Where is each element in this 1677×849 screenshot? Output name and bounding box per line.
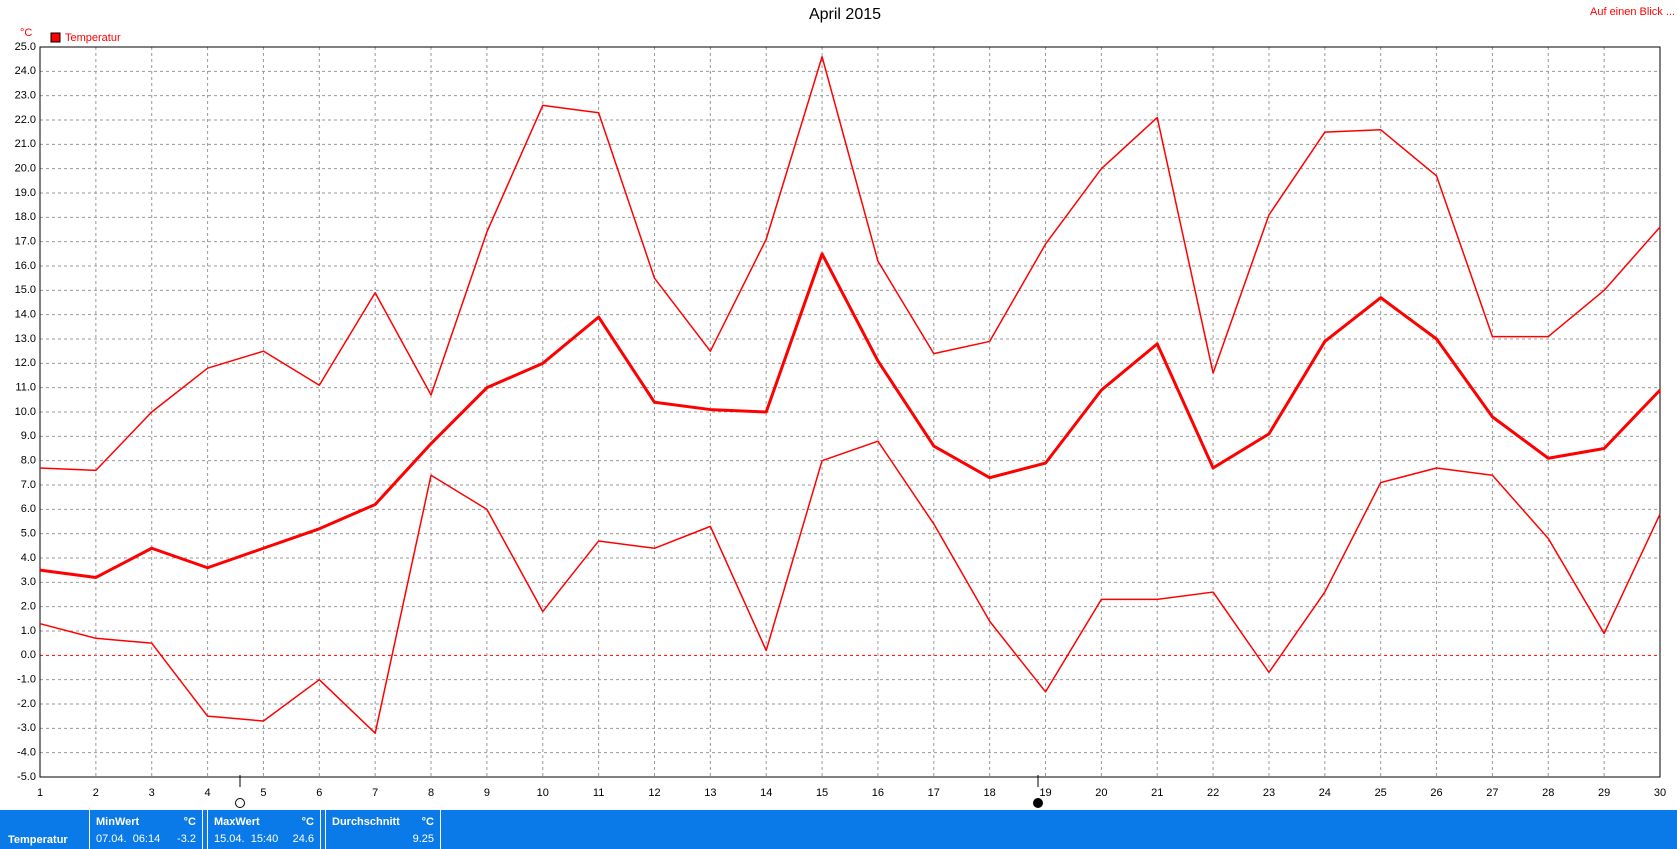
plot-frame — [39, 46, 1661, 778]
x-tick-label: 9 — [484, 787, 490, 799]
x-tick-label: 17 — [928, 787, 940, 799]
y-tick-label: 11.0 — [15, 382, 36, 394]
y-tick-label: 24.0 — [15, 65, 36, 77]
unit: °C — [421, 816, 434, 828]
footer-name: Temperatur — [8, 834, 68, 846]
y-tick-label: 13.0 — [15, 333, 36, 345]
x-tick-label: 21 — [1151, 787, 1163, 799]
temperature-line — [39, 252, 1662, 579]
y-tick-label: -4.0 — [17, 747, 36, 759]
time: 07.04. 06:14 — [96, 833, 161, 845]
y-tick-label: 17.0 — [15, 236, 36, 248]
y-tick-label: 22.0 — [15, 114, 36, 126]
y-tick-label: -3.0 — [17, 722, 36, 734]
x-tick-label: 1 — [37, 787, 43, 799]
x-tick-label: 24 — [1319, 787, 1331, 799]
y-tick-label: 19.0 — [15, 187, 36, 199]
chart: April 2015 °C Temperatur Auf einen Blick… — [15, 6, 1675, 808]
time: 15.04. 15:40 — [214, 833, 279, 845]
x-tick-label: 3 — [149, 787, 155, 799]
min-cell: MinWert °C 07.04. 06:14 -3.2 — [89, 810, 203, 849]
label: MaxWert — [214, 816, 260, 828]
link[interactable]: Auf einen Blick ... — [1590, 6, 1675, 18]
x-tick-label: 16 — [872, 787, 884, 799]
y-tick-label: 25.0 — [15, 41, 36, 53]
y-tick-label: 5.0 — [21, 528, 36, 540]
moon-icon — [235, 798, 245, 808]
y-tick-label: 12.0 — [15, 357, 36, 369]
moon-icon — [1033, 798, 1043, 808]
avg-cell: Durchschnitt °C 9.25 — [325, 810, 441, 849]
value: -3.2 — [177, 833, 196, 845]
x-tick-label: 5 — [260, 787, 266, 799]
label: MinWert — [96, 816, 140, 828]
temperature-line — [39, 55, 1661, 472]
legend-swatch — [50, 32, 61, 43]
footer: Temperatur MinWert °C 07.04. 06:14 -3.2 … — [0, 810, 1677, 849]
x-tick-label: 10 — [537, 787, 549, 799]
x-tick-label: 29 — [1598, 787, 1610, 799]
y-tick-label: -2.0 — [17, 698, 36, 710]
unit: °C — [301, 816, 314, 828]
x-tick-label: 15 — [816, 787, 828, 799]
x-tick-label: 23 — [1263, 787, 1275, 799]
x-tick-label: 7 — [372, 787, 378, 799]
y-tick-label: 8.0 — [21, 455, 36, 467]
x-tick-label: 8 — [428, 787, 434, 799]
x-tick-label: 26 — [1430, 787, 1442, 799]
chart-title: April 2015 — [809, 6, 881, 23]
y-tick-label: 7.0 — [21, 479, 36, 491]
x-tick-label: 22 — [1207, 787, 1219, 799]
x-tick-label: 27 — [1486, 787, 1498, 799]
y-tick-label: 23.0 — [15, 90, 36, 102]
x-tick-label: 18 — [984, 787, 996, 799]
y-tick-label: 15.0 — [15, 284, 36, 296]
y-tick-label: 18.0 — [15, 211, 36, 223]
x-tick-label: 6 — [316, 787, 322, 799]
max-cell: MaxWert °C 15.04. 15:40 24.6 — [207, 810, 321, 849]
x-tick-label: 28 — [1542, 787, 1554, 799]
y-tick-label: 16.0 — [15, 260, 36, 272]
unit: °C — [183, 816, 196, 828]
legend-label: Temperatur — [65, 32, 121, 44]
value: 9.25 — [412, 833, 434, 845]
y-tick-label: 21.0 — [15, 138, 36, 150]
label: Durchschnitt — [332, 816, 400, 828]
x-tick-label: 2 — [93, 787, 99, 799]
y-tick-label: 3.0 — [21, 576, 36, 588]
y-tick-label: -5.0 — [17, 771, 36, 783]
y-tick-label: -1.0 — [17, 674, 36, 686]
x-tick-label: 30 — [1654, 787, 1666, 799]
y-tick-label: 2.0 — [21, 601, 36, 613]
y-tick-label: 0.0 — [21, 649, 36, 661]
x-tick-label: 13 — [704, 787, 716, 799]
y-tick-label: 1.0 — [21, 625, 36, 637]
x-tick-label: 19 — [1039, 787, 1051, 799]
y-tick-label: 20.0 — [15, 163, 36, 175]
x-tick-label: 14 — [760, 787, 772, 799]
y-tick-label: 14.0 — [15, 309, 36, 321]
x-tick-label: 12 — [648, 787, 660, 799]
y-axis-unit: °C — [20, 27, 32, 39]
x-tick-label: 11 — [593, 787, 604, 799]
x-tick-label: 25 — [1375, 787, 1387, 799]
value: 24.6 — [292, 833, 314, 845]
temperature-line — [39, 440, 1661, 734]
y-tick-label: 6.0 — [21, 503, 36, 515]
y-tick-label: 4.0 — [21, 552, 36, 564]
x-tick-label: 20 — [1095, 787, 1107, 799]
x-tick-label: 4 — [205, 787, 211, 799]
y-tick-label: 9.0 — [21, 430, 36, 442]
y-tick-label: 10.0 — [15, 406, 36, 418]
